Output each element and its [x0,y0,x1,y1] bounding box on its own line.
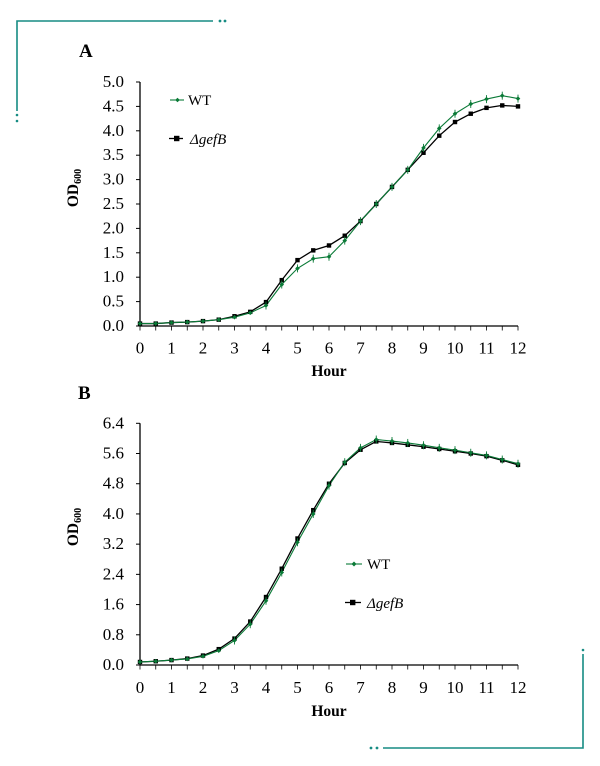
svg-text:0.0: 0.0 [103,655,124,674]
svg-text:3: 3 [230,339,239,358]
svg-text:12: 12 [510,339,527,358]
svg-text:Hour: Hour [311,363,346,380]
svg-text:6.4: 6.4 [103,413,125,432]
svg-text:5: 5 [293,678,302,697]
svg-text:5.6: 5.6 [103,444,124,463]
svg-text:9: 9 [419,678,428,697]
svg-text:4.8: 4.8 [103,474,124,493]
svg-text:0.8: 0.8 [103,625,124,644]
svg-text:2.5: 2.5 [103,194,124,213]
svg-text:Hour: Hour [311,703,346,720]
svg-text:4: 4 [262,339,271,358]
svg-text:1.0: 1.0 [103,267,124,286]
svg-text:1: 1 [167,339,176,358]
svg-text:5: 5 [293,339,302,358]
svg-text:10: 10 [447,339,464,358]
svg-text:1.6: 1.6 [103,595,124,614]
svg-text:3: 3 [230,678,239,697]
svg-text:4.0: 4.0 [103,121,124,140]
svg-text:10: 10 [447,678,464,697]
svg-text:2.4: 2.4 [103,564,125,583]
svg-text:9: 9 [419,339,428,358]
svg-text:8: 8 [388,339,397,358]
svg-text:3.5: 3.5 [103,145,124,164]
svg-text:7: 7 [356,339,365,358]
svg-text:3.2: 3.2 [103,534,124,553]
svg-text:8: 8 [388,678,397,697]
svg-text:WT: WT [188,93,211,109]
svg-text:2: 2 [199,339,208,358]
svg-text:2: 2 [199,678,208,697]
svg-text:0.5: 0.5 [103,292,124,311]
svg-text:4.0: 4.0 [103,504,124,523]
svg-text:0: 0 [136,678,145,697]
svg-text:12: 12 [510,678,527,697]
svg-text:3.0: 3.0 [103,170,124,189]
svg-text:ΔgefB: ΔgefB [366,596,403,612]
svg-text:WT: WT [367,557,390,573]
svg-text:1.5: 1.5 [103,243,124,262]
svg-text:0: 0 [136,339,145,358]
svg-text:6: 6 [325,678,334,697]
svg-text:ΔgefB: ΔgefB [189,132,226,148]
svg-text:4: 4 [262,678,271,697]
svg-text:1: 1 [167,678,176,697]
svg-text:11: 11 [478,339,494,358]
svg-text:0.0: 0.0 [103,316,124,335]
svg-text:5.0: 5.0 [103,72,124,91]
svg-text:7: 7 [356,678,365,697]
svg-text:11: 11 [478,678,494,697]
svg-text:B: B [78,383,91,404]
svg-text:6: 6 [325,339,334,358]
svg-text:2.0: 2.0 [103,218,124,237]
svg-text:4.5: 4.5 [103,96,124,115]
svg-text:A: A [79,41,93,62]
